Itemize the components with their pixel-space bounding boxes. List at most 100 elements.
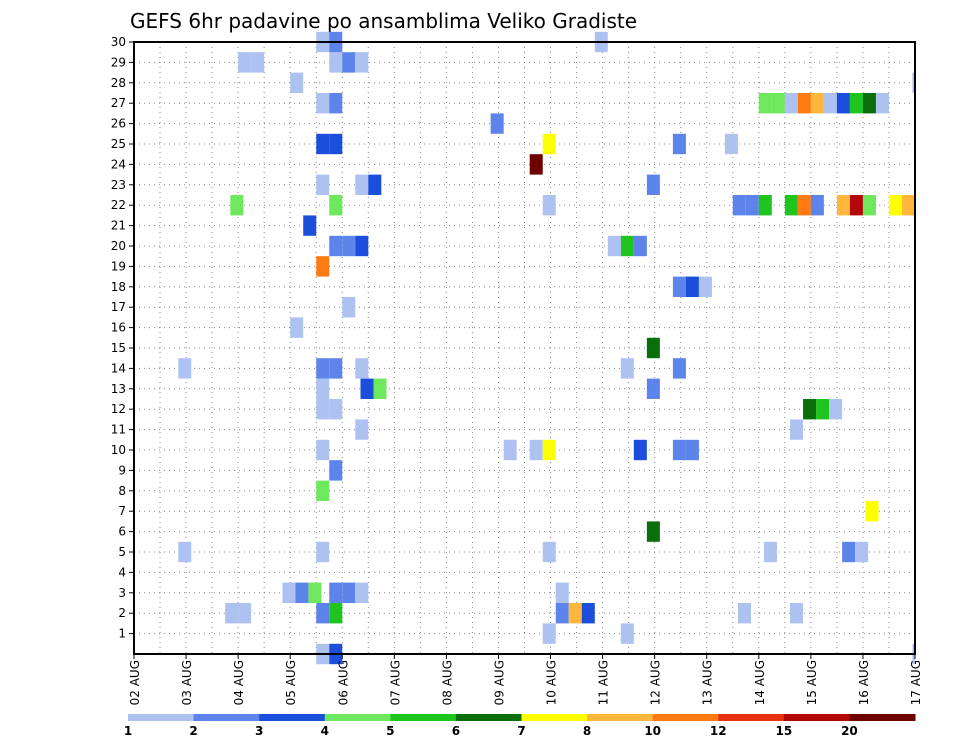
precip-cell — [745, 195, 759, 216]
x-tick-label: 13 AUG — [701, 660, 715, 705]
precip-cell — [355, 52, 369, 73]
precip-cell — [672, 276, 686, 297]
precip-cell — [542, 133, 556, 155]
colorbar-swatch — [259, 714, 326, 721]
precip-cell — [308, 582, 322, 603]
y-tick-label: 5 — [118, 545, 126, 559]
precip-cell — [555, 603, 569, 624]
x-tick-label: 02 AUG — [128, 660, 142, 705]
y-tick-label: 19 — [111, 259, 126, 273]
precip-cell — [865, 501, 879, 522]
precip-cell — [672, 439, 686, 461]
precip-cell — [329, 195, 343, 216]
precip-cell — [875, 93, 889, 114]
colorbar-swatch — [587, 714, 654, 721]
precip-cell — [342, 235, 356, 257]
precip-cell — [290, 317, 304, 338]
precip-cell — [178, 358, 192, 379]
precip-cell — [355, 582, 369, 603]
colorbar-swatch — [652, 714, 719, 721]
precip-cell — [620, 623, 634, 644]
precip-cell — [685, 276, 699, 297]
precip-cell — [685, 439, 699, 461]
precip-cell — [901, 195, 915, 216]
y-tick-label: 10 — [111, 443, 126, 457]
precip-cell — [568, 603, 582, 624]
precip-cell — [672, 358, 686, 379]
precip-cell — [290, 72, 304, 93]
x-tick-label: 16 AUG — [857, 660, 871, 705]
precip-cell — [303, 215, 317, 236]
y-tick-label: 27 — [111, 96, 126, 110]
precip-cell — [316, 133, 330, 155]
precip-cell — [862, 93, 876, 114]
precip-cell — [855, 541, 869, 563]
precip-cell — [373, 378, 387, 399]
precip-cell — [342, 297, 356, 318]
precip-cell — [555, 582, 569, 603]
colorbar-swatch — [718, 714, 785, 721]
precip-cell — [732, 195, 746, 216]
precip-cell — [836, 93, 850, 114]
colorbar-label: 20 — [841, 724, 858, 738]
precip-cell — [912, 72, 915, 93]
precip-cell — [529, 154, 543, 175]
precip-cell — [490, 113, 504, 134]
precip-cell — [797, 195, 811, 216]
y-tick-label: 6 — [118, 525, 126, 539]
y-tick-label: 13 — [111, 382, 126, 396]
precip-cell — [633, 235, 647, 257]
precip-cell — [329, 358, 343, 379]
colorbar-label: 2 — [189, 724, 197, 738]
y-tick-label: 8 — [118, 484, 126, 498]
x-tick-label: 05 AUG — [284, 660, 298, 705]
y-tick-label: 21 — [111, 219, 126, 233]
precip-cell — [329, 52, 343, 73]
precip-cell — [316, 378, 330, 399]
precip-cell — [888, 195, 902, 216]
colorbar-swatch — [193, 714, 260, 721]
precip-cell — [329, 235, 343, 257]
precip-cell — [836, 195, 850, 216]
colorbar-label: 8 — [583, 724, 591, 738]
x-axis: 02 AUG 03 AUG 04 AUG 05 AUG 06 AUG 07 AUG 08 A… — [128, 654, 923, 705]
x-tick-label: 08 AUG — [440, 660, 454, 705]
y-tick-label: 22 — [111, 198, 126, 212]
precip-cell — [646, 521, 660, 542]
precip-cell — [316, 256, 330, 277]
x-tick-label: 09 AUG — [492, 660, 506, 705]
precip-cell — [251, 52, 265, 73]
precip-cell — [764, 541, 778, 563]
precip-cell — [316, 603, 330, 624]
precip-cell — [329, 582, 343, 603]
precip-cell — [816, 399, 830, 420]
y-tick-label: 4 — [118, 565, 126, 579]
precip-cell — [797, 93, 811, 114]
x-tick-label: 11 AUG — [597, 660, 611, 705]
colorbar-label: 4 — [321, 724, 329, 738]
y-tick-label: 12 — [111, 402, 126, 416]
precip-cell — [646, 337, 660, 359]
precip-cell — [238, 52, 252, 73]
precip-cell — [316, 480, 330, 501]
precip-cell — [784, 195, 798, 216]
colorbar-label: 12 — [710, 724, 727, 738]
grid — [134, 42, 915, 654]
precip-cell — [542, 541, 556, 563]
y-tick-label: 30 — [111, 35, 126, 49]
precip-cell — [503, 439, 517, 461]
y-tick-label: 23 — [111, 178, 126, 192]
precip-cell — [842, 541, 856, 563]
precip-cell — [737, 603, 751, 624]
precip-cell — [810, 195, 824, 216]
x-tick-label: 06 AUG — [336, 660, 350, 705]
y-tick-label: 16 — [111, 321, 126, 335]
precip-cell — [784, 93, 798, 114]
precip-cell — [790, 419, 804, 440]
precip-cell — [646, 378, 660, 399]
precip-cell — [329, 399, 343, 420]
precip-cell — [342, 52, 356, 73]
precip-cell — [803, 399, 817, 420]
precip-cell — [698, 276, 712, 297]
